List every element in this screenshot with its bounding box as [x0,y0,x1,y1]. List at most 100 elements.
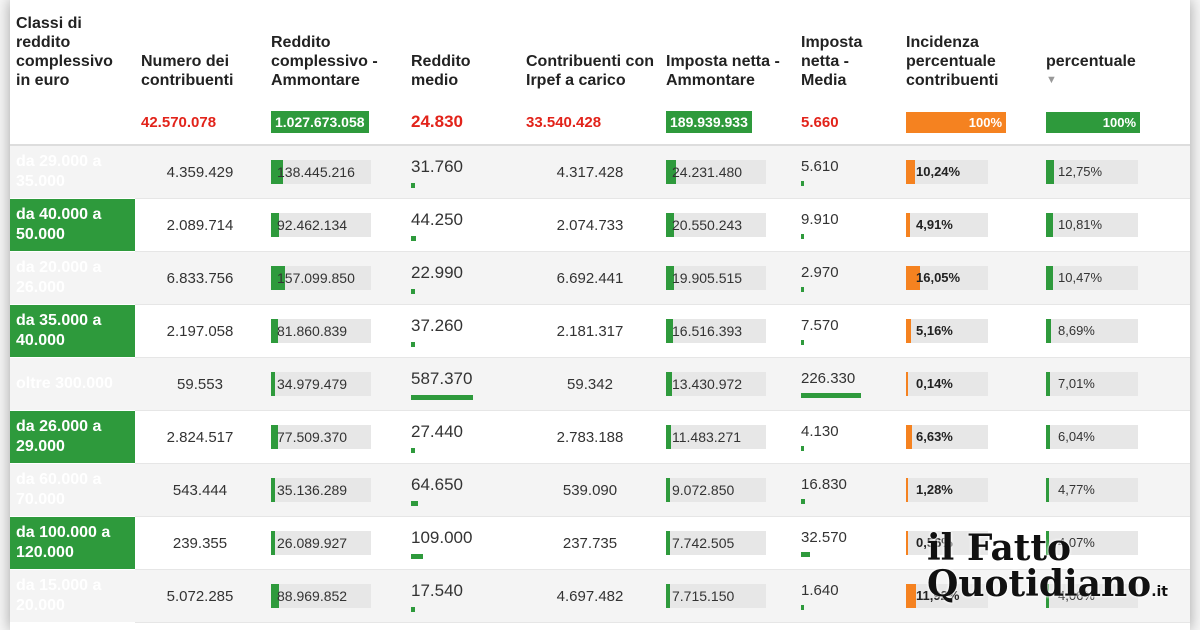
row-contribuenti-irpef: 4.317.428 [520,145,660,199]
sort-down-arrow-icon[interactable]: ▼ [1046,74,1057,86]
total-contribuenti-irpef: 33.540.428 [520,100,660,146]
row-numero: 2.197.058 [135,304,265,358]
imposta-media-value: 4.130 [801,423,839,440]
reddito-complessivo-bar: 88.969.852 [271,584,371,608]
imposta-media-bar [801,181,804,186]
header-reddito-complessivo[interactable]: Reddito complessivo - Ammontare [271,34,378,89]
imposta-ammontare-value: 13.430.972 [672,376,743,392]
row-imposta-ammontare: 16.516.393 [660,304,795,358]
row-reddito-complessivo: 138.445.216 [265,145,405,199]
income-table: Classi di reddito complessivo in euro Nu… [10,0,1190,623]
total-numero: 42.570.078 [135,100,265,146]
incidenza-value: 6,63% [916,429,953,444]
row-imposta-ammontare: 9.072.850 [660,463,795,517]
header-contribuenti-irpef[interactable]: Contribuenti con Irpef a carico [526,53,654,89]
row-reddito-medio: 109.000 [405,516,520,570]
total-percentuale: 100% [1040,100,1190,146]
row-imposta-media: 2.970 [795,251,900,305]
reddito-medio-value: 587.370 [411,368,473,388]
row-reddito-complessivo: 35.136.289 [265,463,405,517]
total-numero-value: 42.570.078 [141,113,217,131]
reddito-complessivo-value: 81.860.839 [277,323,348,339]
imposta-ammontare-bar: 24.231.480 [666,160,766,184]
imposta-media-value: 9.910 [801,211,839,228]
incidenza-value: 16,05% [916,270,961,285]
percentuale-value: 10,81% [1058,217,1103,232]
row-contribuenti-irpef: 237.735 [520,516,660,570]
imposta-ammontare-value: 9.072.850 [672,482,735,498]
row-reddito-complessivo: 26.089.927 [265,516,405,570]
incidenza-value: 0,56% [916,535,953,550]
row-reddito-medio: 31.760 [405,145,520,199]
percentuale-value: 4,07% [1058,535,1095,550]
table-row[interactable]: da 26.000 a 29.000 2.824.517 77.509.370 27.… [10,410,1190,464]
header-incidenza[interactable]: Incidenza percentuale contribuenti [906,34,999,89]
reddito-complessivo-value: 138.445.216 [277,164,355,180]
row-reddito-complessivo: 77.509.370 [265,410,405,464]
reddito-complessivo-bar-fill [271,372,275,396]
imposta-media-value: 2.970 [801,264,839,281]
header-percentuale[interactable]: percentuale ▼ [1040,0,1190,100]
percentuale-bar-fill [1046,478,1049,502]
total-row: TOTALE 42.570.078 1.027.673.058 24.830 3… [10,100,1190,146]
imposta-media-value: 5.610 [801,158,839,175]
percentuale-bar-fill [1046,266,1053,290]
reddito-complessivo-bar-fill [271,266,285,290]
row-incidenza: 1,28% [900,463,1040,517]
table-row[interactable]: da 35.000 a 40.000 2.197.058 81.860.839 37.… [10,304,1190,358]
logo-line2-text: Quotidiano [926,563,1152,605]
reddito-complessivo-bar: 26.089.927 [271,531,371,555]
header-reddito-medio[interactable]: Reddito medio [411,53,471,89]
header-imposta-ammontare[interactable]: Imposta netta - Ammontare [666,53,780,89]
percentuale-bar-fill [1046,319,1051,343]
incidenza-bar: 0,56% [906,531,988,555]
row-incidenza: 6,63% [900,410,1040,464]
table-row[interactable]: da 40.000 a 50.000 2.089.714 92.462.134 44.… [10,198,1190,252]
reddito-complessivo-bar-fill [271,160,283,184]
row-incidenza: 0,56% [900,516,1040,570]
reddito-medio-value: 64.650 [411,474,463,494]
header-classe[interactable]: Classi di reddito complessivo in euro [16,15,113,89]
header-numero[interactable]: Numero dei contribuenti [141,53,234,89]
row-reddito-complessivo: 34.979.479 [265,357,405,411]
imposta-media-value: 226.330 [801,370,856,387]
reddito-complessivo-bar: 35.136.289 [271,478,371,502]
header-imposta-media[interactable]: Imposta netta - Media [801,34,863,89]
row-imposta-media: 32.570 [795,516,900,570]
imposta-ammontare-bar: 20.550.243 [666,213,766,237]
percentuale-value: 8,69% [1058,323,1095,338]
table-row[interactable]: da 100.000 a 120.000 239.355 26.089.927 109… [10,516,1190,570]
row-percentuale: 4,07% [1040,516,1190,570]
reddito-complessivo-bar: 34.979.479 [271,372,371,396]
percentuale-bar-fill [1046,213,1053,237]
row-percentuale: 7,01% [1040,357,1190,411]
percentuale-bar: 8,69% [1046,319,1138,343]
row-imposta-ammontare: 13.430.972 [660,357,795,411]
percentuale-value: 7,01% [1058,376,1095,391]
table-row[interactable]: da 20.000 a 26.000 6.833.756 157.099.850 22… [10,251,1190,305]
imposta-ammontare-bar: 11.483.271 [666,425,766,449]
row-imposta-media: 1.640 [795,569,900,623]
reddito-complessivo-bar: 77.509.370 [271,425,371,449]
logo-line2: Quotidiano.it [927,566,1168,610]
reddito-medio-value: 31.760 [411,156,463,176]
percentuale-value: 12,75% [1058,164,1103,179]
table-row[interactable]: da 60.000 a 70.000 543.444 35.136.289 64.65… [10,463,1190,517]
logo-suffix: .it [1151,584,1168,600]
imposta-ammontare-bar: 7.715.150 [666,584,766,608]
incidenza-bar: 0,14% [906,372,988,396]
table-row[interactable]: oltre 300.000 59.553 34.979.479 587.370 59.3… [10,357,1190,411]
incidenza-bar-fill [906,213,910,237]
imposta-ammontare-value: 7.742.505 [672,535,735,551]
table-row[interactable]: da 15.000 a 20.000 5.072.285 88.969.852 17.… [10,569,1190,623]
logo-line1: il Fatto [926,527,1072,569]
table-row[interactable]: da 29.000 a 35.000 4.359.429 138.445.216 31… [10,145,1190,199]
row-incidenza: 16,05% [900,251,1040,305]
row-percentuale: 8,69% [1040,304,1190,358]
imposta-ammontare-value: 11.483.271 [672,429,742,445]
imposta-ammontare-value: 19.905.515 [672,270,743,286]
row-numero: 2.824.517 [135,410,265,464]
incidenza-bar-fill [906,584,916,608]
row-numero: 4.359.429 [135,145,265,199]
imposta-media-bar [801,446,804,451]
